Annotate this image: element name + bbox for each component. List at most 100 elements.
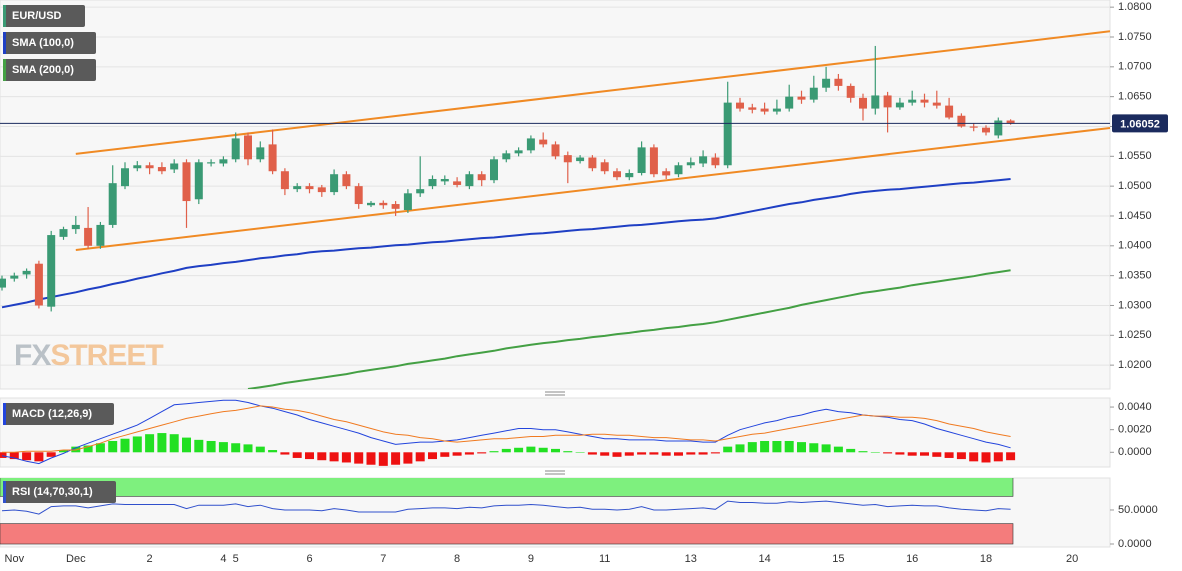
candle-body [330,174,339,193]
histogram-bar [440,452,450,457]
histogram-bar [624,452,634,456]
histogram-bar [772,440,782,453]
candle-body [219,159,228,164]
histogram-bar [907,452,917,456]
histogram-bar [686,452,696,455]
candle-body [625,173,634,178]
y-tick-label: 1.0450 [1118,210,1152,222]
candle-body [145,165,154,169]
histogram-bar [403,452,413,464]
candle-body [514,150,523,154]
histogram-bar [969,452,979,462]
candle-body [170,163,179,170]
x-tick-label: 6 [306,553,312,565]
candle-body [490,159,498,181]
histogram-bar [268,450,278,453]
candle-body [723,102,732,166]
histogram-bar [280,452,290,455]
histogram-bar [661,452,671,456]
histogram-bar [932,452,942,457]
histogram-bar [747,442,757,453]
candle-body [207,162,216,164]
histogram-bar [674,452,683,456]
candle-body [367,202,375,206]
x-tick-label: 13 [685,553,697,565]
candle-body [711,157,720,166]
histogram-bar [587,452,597,455]
y-tick-label: 1.0800 [1118,1,1152,13]
x-tick-label: 8 [454,553,460,565]
candle-body [256,147,265,160]
histogram-bar [526,446,536,453]
candle-body [932,102,941,106]
histogram-bar [341,452,351,463]
panel-handle[interactable] [545,391,565,396]
candle-body [96,224,105,246]
candle-body [305,186,314,190]
histogram-bar [120,438,130,453]
histogram-bar [255,446,265,453]
line-series [1,399,1011,465]
y-tick-label: 0.0020 [1118,424,1152,436]
histogram-bar [956,452,966,460]
histogram-bar [833,446,843,453]
candle-body [883,95,892,108]
candle-body [47,235,56,307]
candle-body [982,127,990,133]
histogram-bar [292,452,302,458]
histogram-bar [649,452,659,455]
histogram-bar [698,452,708,455]
histogram-bar [981,452,991,463]
histogram-bar [760,440,770,453]
y-tick-label: 1.0400 [1118,240,1152,252]
histogram-bar [600,452,610,456]
line-series [1,500,1011,515]
candle-body [736,102,744,109]
main-panel [0,0,1111,390]
y-tick-label: 1.0750 [1118,31,1152,43]
histogram-bar [95,443,105,453]
candle-body [231,138,240,160]
x-tick-label: 20 [1066,553,1078,565]
histogram-bar [0,452,7,458]
histogram-bar [317,452,327,461]
watermark: FXSTREET [14,339,163,372]
candle-body [280,171,289,190]
y-tick-label: 0.0000 [1118,538,1152,550]
candle-body [551,144,560,157]
candle-body [613,171,621,178]
legend-label: RSI (14,70,30,1) [12,486,93,498]
candle-body [293,186,302,190]
candle-body [157,167,166,172]
candle-body [182,162,191,202]
candle-body [895,102,904,108]
candle-body [1006,120,1015,124]
candle-body [969,126,978,128]
candle-body [465,174,474,187]
candle-body [576,157,585,162]
candle-body [416,189,425,194]
candle-body [662,171,671,176]
candle-body [600,162,609,172]
line-series [1,178,1011,309]
candle-body [699,156,708,164]
histogram-bar [612,452,622,457]
histogram-bar [784,440,794,453]
line-series [2,405,1011,453]
histogram-bar [575,452,585,453]
candle-body [563,155,572,163]
histogram-bar [895,452,905,455]
histogram-bar [194,439,204,453]
x-tick-label: 14 [758,553,770,565]
histogram-bar [206,440,216,453]
main-layer [0,6,1110,389]
panel-handle[interactable] [545,470,565,475]
candle-body [871,95,880,109]
y-tick-label: 1.0300 [1118,299,1152,311]
histogram-bar [452,452,462,456]
histogram-bar [551,448,560,453]
axes: 1.0200 1.0250 1.0300 1.0350 1.0400 1.0450 1.05… [5,1,1168,565]
candle-body [244,135,252,160]
candle-body [526,138,535,151]
